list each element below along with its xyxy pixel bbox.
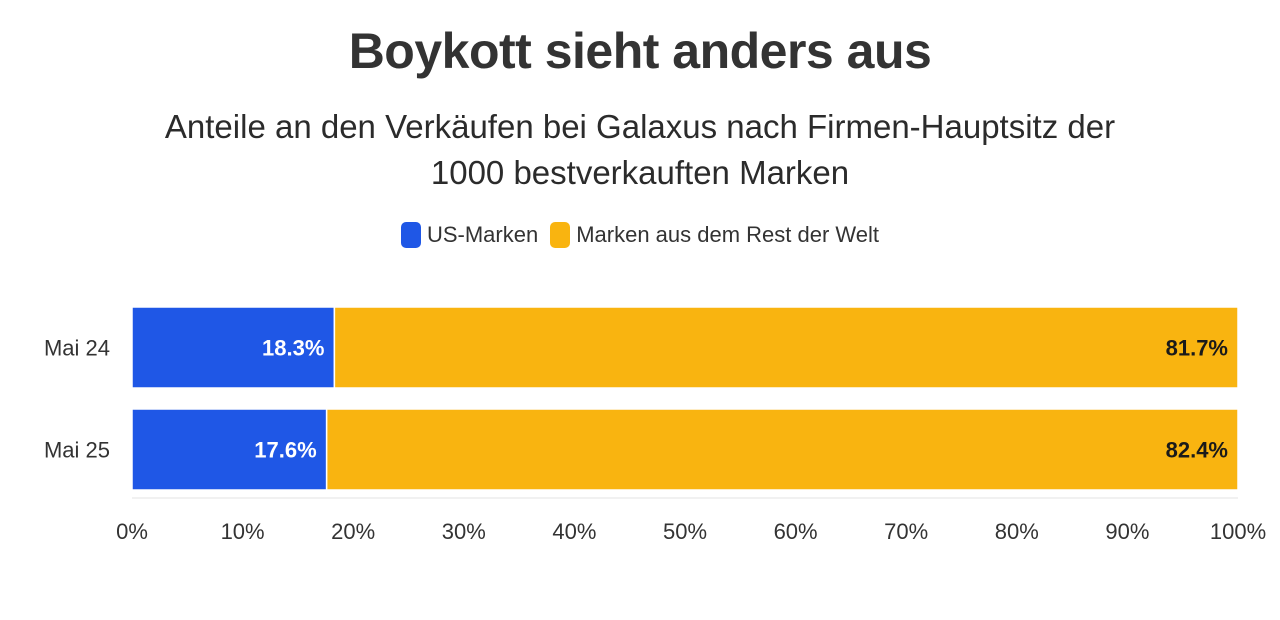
legend-label-us: US-Marken (426, 222, 539, 247)
data-label: 82.4% (1166, 438, 1228, 463)
bar-segment (131, 408, 328, 491)
x-tick-label: 100% (1210, 519, 1266, 544)
data-label: 17.6% (254, 438, 316, 463)
x-tick-label: 90% (1105, 519, 1149, 544)
legend-swatch-rest (550, 222, 571, 248)
chart-title: Boykott sieht anders aus (348, 23, 932, 79)
x-tick-label: 20% (331, 519, 375, 544)
legend-swatch-us (400, 222, 421, 248)
category-label: Mai 24 (44, 336, 110, 361)
x-tick-label: 10% (221, 519, 265, 544)
legend-label-rest: Marken aus dem Rest der Welt (576, 222, 880, 247)
x-tick-label: 0% (116, 519, 148, 544)
chart-legend: US-Marken Marken aus dem Rest der Welt (0, 222, 1280, 248)
x-tick-label: 50% (663, 519, 707, 544)
x-tick-label: 80% (995, 519, 1039, 544)
x-tick-label: 30% (442, 519, 486, 544)
chart-subtitle: Anteile an den Verkäufen bei Galaxus nac… (164, 108, 1116, 191)
legend-item-rest: Marken aus dem Rest der Welt (550, 222, 879, 248)
x-tick-label: 70% (884, 519, 928, 544)
bar-segment (325, 408, 1239, 491)
data-label: 18.3% (262, 336, 324, 361)
data-label: 81.7% (1166, 336, 1228, 361)
category-label: Mai 25 (44, 438, 110, 463)
bar-segment (333, 306, 1239, 389)
legend-item-us: US-Marken (400, 222, 539, 248)
x-tick-label: 60% (774, 519, 818, 544)
x-tick-label: 40% (552, 519, 596, 544)
